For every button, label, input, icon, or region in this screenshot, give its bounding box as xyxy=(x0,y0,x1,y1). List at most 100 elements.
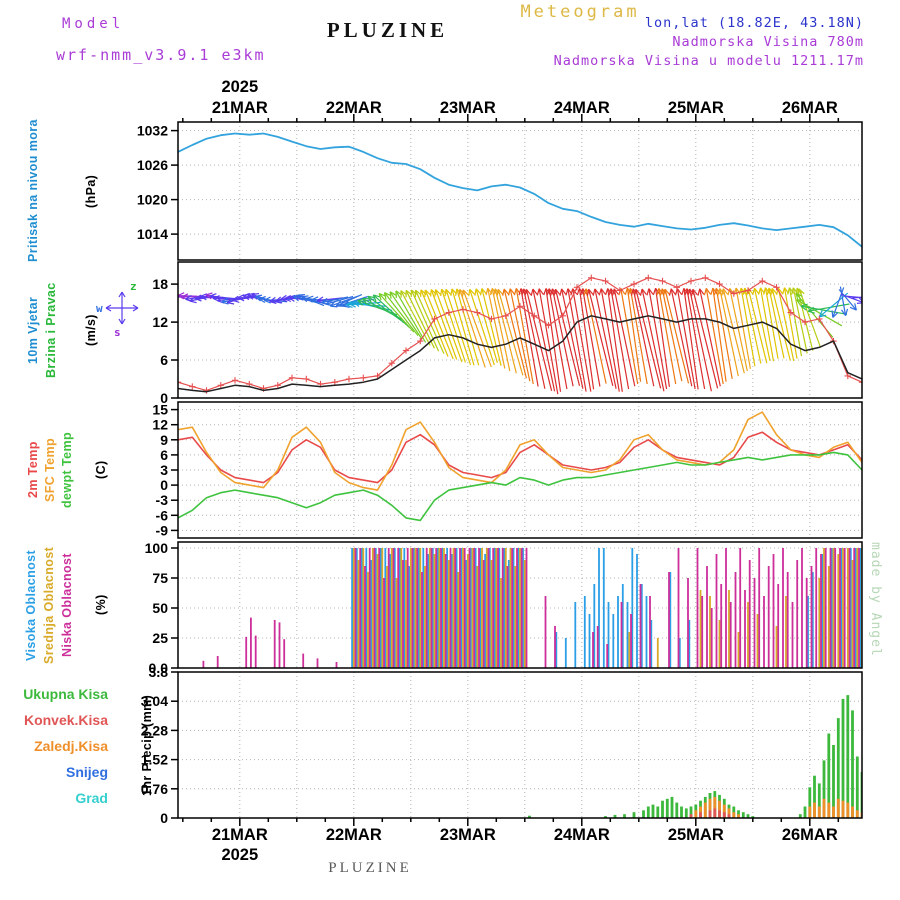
cloud-high-label: Visoka Oblacnost xyxy=(24,549,38,661)
precip-bars-zaledj xyxy=(694,796,862,818)
precip-snow-label: Snijeg xyxy=(65,764,108,780)
pressure-axis-label: Pritisak na nivou mora xyxy=(26,119,40,263)
model-name: wrf-nmm_v3.9.1 e3km xyxy=(56,46,266,64)
pressure-series xyxy=(178,132,862,248)
location-info: lon,lat (18.82E, 43.18N) Nadmorska Visin… xyxy=(554,14,864,71)
wind-line-speed xyxy=(178,315,862,393)
wind-axis-label-1: 10m Vjetar xyxy=(26,296,40,364)
svg-text:0: 0 xyxy=(160,390,168,406)
temp-unit-label: (C) xyxy=(94,460,108,480)
svg-text:15: 15 xyxy=(152,402,168,418)
wind-markers-gust xyxy=(178,274,862,394)
svg-text:w: w xyxy=(96,302,103,315)
page-title: PLUZINE xyxy=(326,18,449,42)
svg-text:2025: 2025 xyxy=(221,78,258,96)
svg-text:0.0: 0.0 xyxy=(149,660,169,676)
temp-line-sfc xyxy=(178,411,862,491)
svg-text:24MAR: 24MAR xyxy=(554,826,610,844)
svg-text:2.28: 2.28 xyxy=(141,722,168,738)
wind-axis-label-2: Brzina i Pravac xyxy=(44,282,58,378)
svg-text:6: 6 xyxy=(160,447,168,463)
footer-station-title: PLUZINE xyxy=(328,860,412,876)
svg-text:3.04: 3.04 xyxy=(141,693,168,709)
cloud-panel: 0.0 25 50 75 100 xyxy=(145,540,863,676)
svg-text:3: 3 xyxy=(160,462,168,478)
svg-text:21MAR: 21MAR xyxy=(212,99,268,117)
precip-unit-label: 1hr Precip (mm) xyxy=(140,694,154,796)
temp-line-dewpt xyxy=(178,451,862,522)
precip-hail-label: Grad xyxy=(75,790,108,806)
wind-direction-arrows xyxy=(178,286,862,395)
svg-text:0: 0 xyxy=(160,477,168,493)
svg-text:1.52: 1.52 xyxy=(141,752,168,768)
pressure-line-mslp xyxy=(178,132,862,248)
svg-text:22MAR: 22MAR xyxy=(326,99,382,117)
pressure-panel: 1014 1020 1026 1032 xyxy=(137,121,863,261)
precip-panel: 0 0.76 1.52 2.28 3.04 3.8 xyxy=(141,664,863,826)
svg-text:22MAR: 22MAR xyxy=(326,826,382,844)
precip-bars-konvek xyxy=(689,808,731,818)
svg-text:3.8: 3.8 xyxy=(149,664,169,680)
precip-frozen-label: Zaledj.Kisa xyxy=(34,738,108,754)
svg-text:23MAR: 23MAR xyxy=(440,826,496,844)
svg-text:1032: 1032 xyxy=(137,123,168,139)
svg-text:18: 18 xyxy=(152,276,168,292)
pressure-unit-label: (hPa) xyxy=(84,174,98,208)
svg-text:6: 6 xyxy=(160,352,168,368)
elevation-text: Nadmorska Visina 780m xyxy=(672,34,864,50)
svg-text:-3: -3 xyxy=(156,492,169,508)
cloud-series xyxy=(202,548,862,668)
svg-text:0.76: 0.76 xyxy=(141,781,168,797)
svg-text:-6: -6 xyxy=(156,507,169,523)
watermark: made by Angel xyxy=(868,542,883,657)
svg-text:100: 100 xyxy=(145,540,169,556)
svg-text:2025: 2025 xyxy=(221,846,258,864)
cloud-mid-label: Srednja Oblacnost xyxy=(42,546,56,664)
model-label: Model xyxy=(62,16,125,32)
precip-series xyxy=(528,695,862,818)
temp-series xyxy=(178,411,862,522)
svg-text:12: 12 xyxy=(152,314,168,330)
temp-dewpt-label: dewpt Temp xyxy=(60,432,74,508)
temp-2m-label: 2m Temp xyxy=(26,441,40,499)
wind-series xyxy=(178,274,862,395)
svg-text:26MAR: 26MAR xyxy=(782,99,838,117)
svg-text:-9: -9 xyxy=(156,522,169,538)
cloud-bars-visoka xyxy=(351,548,862,668)
model-elevation-text: Nadmorska Visina u modelu 1211.17m xyxy=(553,53,864,69)
svg-text:50: 50 xyxy=(152,600,168,616)
svg-text:23MAR: 23MAR xyxy=(440,99,496,117)
lonlat-text: lon,lat (18.82E, 43.18N) xyxy=(644,15,864,31)
svg-text:26MAR: 26MAR xyxy=(782,826,838,844)
cloud-unit-label: (%) xyxy=(94,594,108,616)
svg-text:25MAR: 25MAR xyxy=(668,99,724,117)
svg-text:9: 9 xyxy=(160,432,168,448)
app-title: Meteogram xyxy=(520,2,640,22)
svg-text:21MAR: 21MAR xyxy=(212,826,268,844)
temp-line-t2m xyxy=(178,431,862,484)
wind-panel: 0 6 12 18 xyxy=(152,261,863,406)
temp-sfc-label: SFC Temp xyxy=(43,437,57,503)
svg-text:0: 0 xyxy=(160,810,168,826)
svg-text:25MAR: 25MAR xyxy=(668,826,724,844)
svg-text:1014: 1014 xyxy=(137,226,168,242)
svg-text:1020: 1020 xyxy=(137,192,168,208)
cloud-bars-srednja xyxy=(352,548,862,668)
svg-text:25: 25 xyxy=(152,630,168,646)
cloud-bars-niska xyxy=(202,548,860,668)
svg-text:1026: 1026 xyxy=(137,157,168,173)
cloud-low-label: Niska Oblacnost xyxy=(60,553,74,657)
wind-compass-legend: z ws xyxy=(96,280,139,339)
svg-text:z: z xyxy=(130,280,137,293)
svg-text:24MAR: 24MAR xyxy=(554,99,610,117)
wind-unit-label: (m/s) xyxy=(84,314,98,346)
svg-text:12: 12 xyxy=(152,417,168,433)
svg-text:s: s xyxy=(114,326,121,339)
precip-total-label: Ukupna Kisa xyxy=(23,686,108,702)
time-axis: 21MAR 21MAR 22MAR 22MAR 23MAR 23MAR 24MAR 24MAR… xyxy=(182,78,840,864)
svg-text:75: 75 xyxy=(152,570,168,586)
precip-convective-label: Konvek.Kisa xyxy=(23,712,108,728)
